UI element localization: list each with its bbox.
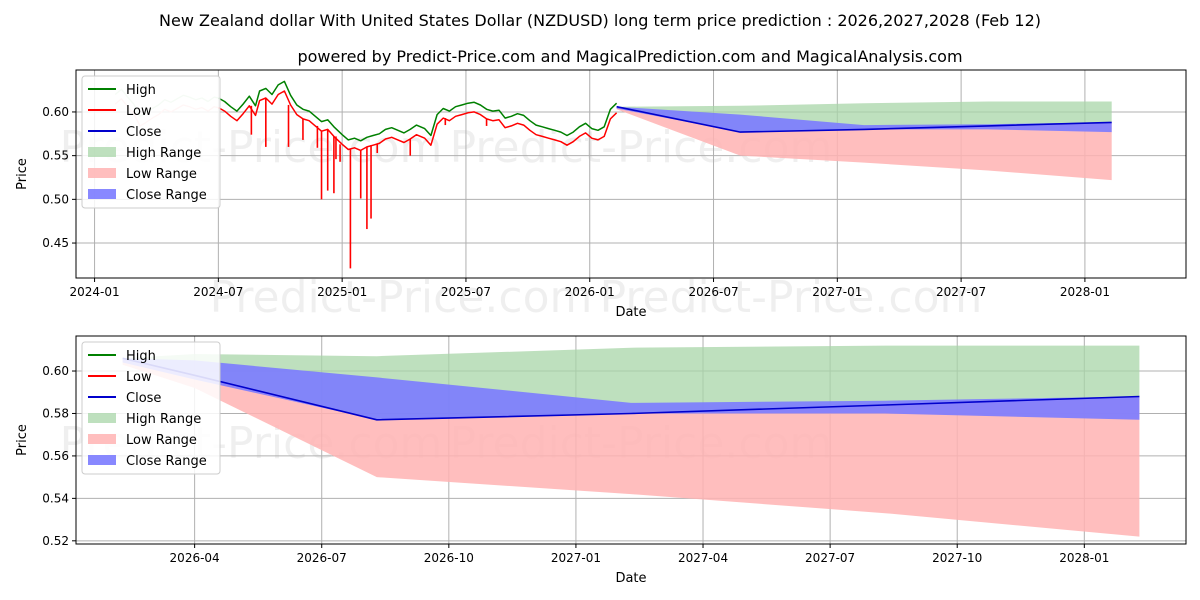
x-tick-label: 2026-10 [424,551,474,565]
watermark-text: Predict-Price.com [600,272,983,323]
plot-area [114,80,1112,269]
low-range-band [616,106,1112,181]
x-tick-label: 2026-07 [688,285,738,299]
plot-area [122,345,1140,537]
x-tick-label: 2025-01 [317,285,367,299]
legend-label: Close [126,391,161,406]
y-tick-label: 0.50 [42,192,69,206]
legend-label: Low [126,104,152,119]
x-tick-label: 2027-10 [932,551,982,565]
x-tick-label: 2027-07 [936,285,986,299]
legend-label: Low Range [126,167,197,182]
x-tick-label: 2026-07 [297,551,347,565]
x-tick-label: 2027-01 [551,551,601,565]
y-axis-label: Price [15,424,30,456]
legend-label: Close Range [126,188,207,203]
axes-frame [75,335,1187,545]
chart-subtitle: powered by Predict-Price.com and Magical… [297,47,962,66]
y-tick-label: 0.52 [42,534,69,548]
low-history-line [218,90,618,152]
legend-swatch-patch [88,455,116,465]
legend-label: Close [126,125,161,140]
x-tick-label: 2027-01 [812,285,862,299]
y-tick-label: 0.54 [42,491,69,505]
panel-top: Predict-Price.com Predict-Price.comPredic… [15,69,1187,323]
legend-swatch-patch [88,413,116,423]
x-tick-label: 2025-07 [441,285,491,299]
legend-label: Low Range [126,433,197,448]
low-range-band [122,358,1140,537]
legend-swatch-patch [88,168,116,178]
legend-swatch-patch [88,434,116,444]
x-tick-label: 2024-07 [193,285,243,299]
legend-box [81,75,221,209]
y-tick-label: 0.55 [42,149,69,163]
x-axis-label: Date [615,305,646,320]
close-forecast-line [616,105,1112,133]
legend-label: High [126,349,156,364]
legend-swatch-patch [88,147,116,157]
legend-label: High Range [126,412,201,427]
x-tick-label: 2026-01 [565,285,615,299]
x-axis-label: Date [615,571,646,586]
y-tick-label: 0.56 [42,449,69,463]
panel-bottom: Predict-Price.comPredict-Price.com2026-0… [15,335,1187,586]
x-tick-label: 2026-04 [170,551,220,565]
legend-label: High Range [126,146,201,161]
y-tick-label: 0.60 [42,364,69,378]
legend-label: Close Range [126,454,207,469]
legend: High Low Close High Range Low Range Close Ran… [81,75,221,209]
watermark-text: Predict-Price.com [210,272,593,323]
legend-swatch-patch [88,189,116,199]
legend-label: Low [126,370,152,385]
legend-box [81,341,221,475]
x-tick-label: 2027-04 [678,551,728,565]
y-axis-label: Price [15,158,30,190]
x-tick-label: 2028-01 [1060,285,1110,299]
high-history-line [218,80,618,142]
axes-frame [75,69,1187,279]
y-tick-label: 0.58 [42,406,69,420]
chart-title: New Zealand dollar With United States Do… [159,11,1041,30]
y-tick-label: 0.45 [42,236,69,250]
x-tick-label: 2027-07 [805,551,855,565]
legend: High Low Close High Range Low Range Close Ran… [81,341,221,475]
y-tick-label: 0.60 [42,105,69,119]
x-tick-label: 2024-01 [69,285,119,299]
legend-label: High [126,83,156,98]
x-tick-label: 2028-01 [1059,551,1109,565]
